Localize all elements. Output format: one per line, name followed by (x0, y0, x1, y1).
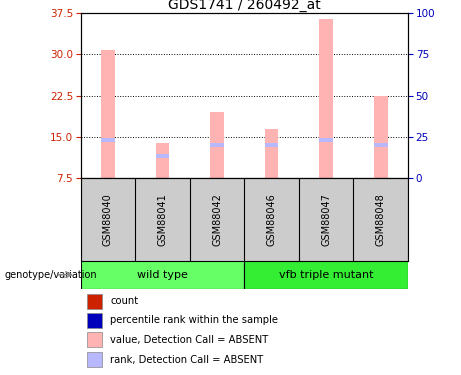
Text: GSM88046: GSM88046 (266, 193, 277, 246)
Text: GSM88048: GSM88048 (376, 193, 386, 246)
Bar (87, 294, 102, 309)
Bar (319, 19, 333, 178)
Text: vfb triple mutant: vfb triple mutant (279, 270, 373, 280)
Text: rank, Detection Call = ABSENT: rank, Detection Call = ABSENT (110, 355, 263, 365)
Bar (156, 144, 169, 178)
Bar (87, 352, 102, 367)
Bar (101, 138, 115, 141)
Bar (319, 138, 333, 141)
Text: GSM88047: GSM88047 (321, 193, 331, 246)
Bar (210, 143, 224, 147)
Bar (244, 261, 408, 289)
Text: genotype/variation: genotype/variation (5, 270, 97, 280)
Bar (265, 129, 278, 178)
Bar (81, 261, 244, 289)
Text: percentile rank within the sample: percentile rank within the sample (110, 315, 278, 325)
Text: GSM88040: GSM88040 (103, 193, 113, 246)
Bar (265, 143, 278, 147)
Text: GSM88041: GSM88041 (158, 193, 167, 246)
Bar (101, 50, 115, 178)
Text: GSM88042: GSM88042 (212, 193, 222, 246)
Bar (156, 154, 169, 158)
Bar (374, 96, 388, 178)
Bar (87, 333, 102, 347)
Text: value, Detection Call = ABSENT: value, Detection Call = ABSENT (110, 335, 268, 345)
Bar (374, 143, 388, 147)
Bar (87, 313, 102, 327)
Text: wild type: wild type (137, 270, 188, 280)
Bar (210, 112, 224, 178)
Text: count: count (110, 296, 138, 306)
Title: GDS1741 / 260492_at: GDS1741 / 260492_at (168, 0, 321, 12)
